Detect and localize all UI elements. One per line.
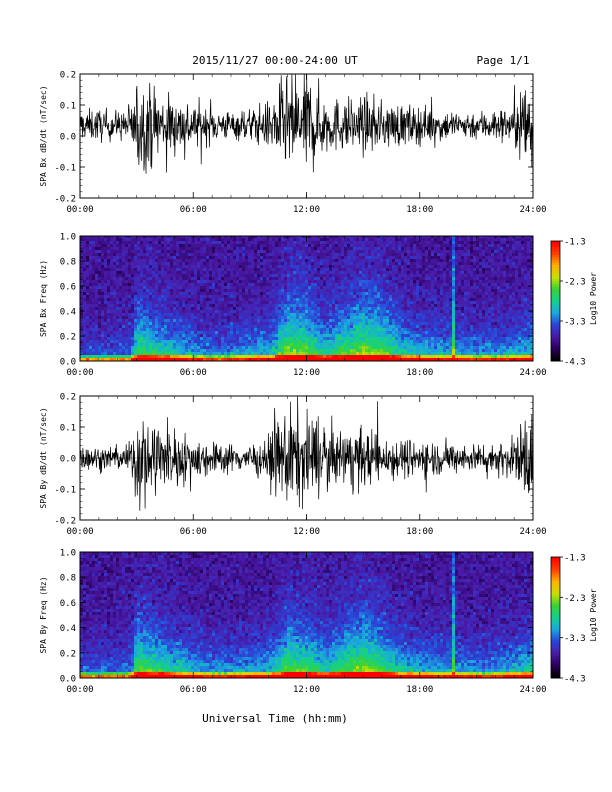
x-tick-label: 18:00 [406, 205, 433, 215]
colorbar-label: Log10 Power [589, 272, 598, 325]
colorbar-tick-label: -3.3 [564, 318, 586, 328]
x-tick-label: 00:00 [66, 368, 93, 378]
y-tick-label: 0.6 [60, 599, 76, 609]
colorbar-tick-label: -4.3 [564, 675, 586, 685]
x-tick-label: 12:00 [293, 527, 320, 537]
x-tick-label: 12:00 [293, 368, 320, 378]
y-tick-label: 0.1 [60, 102, 76, 112]
colorbar-tick-label: -2.3 [564, 594, 586, 604]
x-tick-label: 00:00 [66, 685, 93, 695]
x-tick-label: 06:00 [180, 527, 207, 537]
y-tick-label: 0.6 [60, 283, 76, 293]
x-tick-label: 24:00 [519, 527, 546, 537]
y-tick-label: -0.1 [54, 486, 76, 496]
y-tick-label: 0.0 [60, 675, 76, 685]
x-tick-label: 24:00 [519, 685, 546, 695]
y-tick-label: 0.2 [60, 649, 76, 659]
by-waveform-trace [79, 395, 534, 511]
chart-title: 2015/11/27 00:00-24:00 UT [192, 54, 358, 67]
x-tick-label: 18:00 [406, 527, 433, 537]
x-tick-label: 24:00 [519, 368, 546, 378]
y-tick-label: -0.2 [54, 517, 76, 527]
bx-spectrogram-colorbar: -1.3 -2.3 -3.3 -4.3 Log10 Power [550, 238, 598, 368]
colorbar-frame [550, 240, 561, 362]
colorbar-label: Log10 Power [589, 588, 598, 641]
colorbar-tick-label: -1.3 [564, 238, 586, 248]
bx-waveform-ylabel: SPA Bx dB/dt (nT/sec) [39, 85, 48, 186]
y-tick-label: 0.8 [60, 574, 76, 584]
y-tick-label: 0.0 [60, 133, 76, 143]
bx-waveform-panel: 0.2 0.1 0.0 -0.1 -0.200:00 06:00 12:00 18:00 24:… [39, 71, 547, 216]
x-axis-label: Universal Time (hh:mm) [202, 712, 348, 725]
x-tick-label: 18:00 [406, 685, 433, 695]
bx-spectrogram-ylabel: SPA Bx Freq (Hz) [39, 260, 48, 337]
bx-spectrogram-panel: -1.3 -2.3 -3.3 -4.3 Log10 Power 1.0 0.8 0.6 0.4 0… [39, 233, 598, 379]
y-tick-label: 1.0 [60, 233, 76, 243]
y-tick-label: 0.8 [60, 258, 76, 268]
x-tick-label: 00:00 [66, 205, 93, 215]
y-tick-label: -0.1 [54, 164, 76, 174]
y-tick-label: 0.4 [60, 308, 76, 318]
colorbar-tick-label: -4.3 [564, 358, 586, 368]
by-waveform-ylabel: SPA By dB/dt (nT/sec) [39, 407, 48, 508]
colorbar-frame [550, 556, 561, 679]
colorbar-tick-label: -3.3 [564, 634, 586, 644]
y-tick-label: 0.4 [60, 624, 76, 634]
x-tick-label: 12:00 [293, 205, 320, 215]
page-indicator: Page 1/1 [477, 54, 530, 67]
y-tick-label: 0.2 [60, 71, 76, 81]
by-spectrogram-cells [80, 552, 533, 678]
y-tick-label: -0.2 [54, 195, 76, 205]
y-tick-label: 0.1 [60, 424, 76, 434]
y-tick-label: 0.2 [60, 333, 76, 343]
by-spectrogram-ylabel: SPA By Freq (Hz) [39, 576, 48, 653]
x-tick-label: 06:00 [180, 368, 207, 378]
bx-spectrogram-cells [80, 236, 533, 361]
y-tick-label: 1.0 [60, 549, 76, 559]
by-waveform-panel: 0.2 0.1 0.0 -0.1 -0.200:00 06:00 12:00 18:00 24:… [39, 393, 547, 538]
y-tick-label: 0.2 [60, 393, 76, 403]
x-tick-label: 18:00 [406, 368, 433, 378]
bx-waveform-trace [79, 73, 534, 174]
by-spectrogram-colorbar: -1.3 -2.3 -3.3 -4.3 Log10 Power [550, 554, 598, 685]
y-tick-label: 0.0 [60, 358, 76, 368]
x-tick-label: 00:00 [66, 527, 93, 537]
x-tick-label: 06:00 [180, 685, 207, 695]
by-spectrogram-panel: -1.3 -2.3 -3.3 -4.3 Log10 Power 1.0 0.8 0.6 0.4 0… [39, 549, 598, 696]
colorbar-tick-label: -2.3 [564, 278, 586, 288]
x-tick-label: 24:00 [519, 205, 546, 215]
colorbar-tick-label: -1.3 [564, 554, 586, 564]
x-tick-label: 12:00 [293, 685, 320, 695]
x-tick-label: 06:00 [180, 205, 207, 215]
y-tick-label: 0.0 [60, 455, 76, 465]
